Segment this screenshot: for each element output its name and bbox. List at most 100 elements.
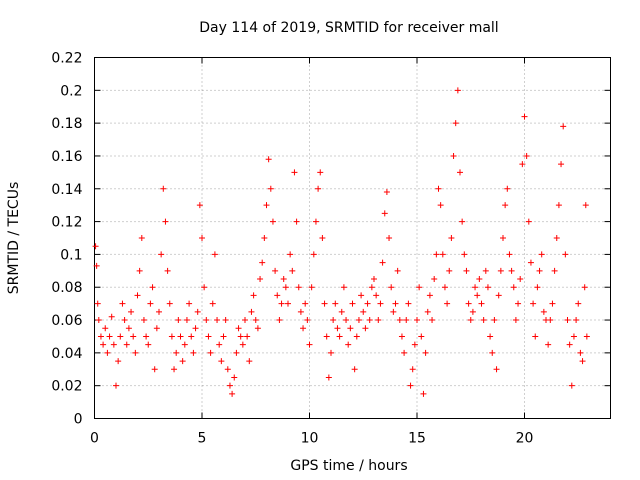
data-point — [388, 284, 395, 291]
data-point — [534, 284, 541, 291]
data-point — [368, 284, 375, 291]
data-point — [259, 259, 266, 266]
data-point — [491, 317, 498, 324]
data-point — [457, 169, 463, 176]
data-point — [558, 161, 565, 168]
data-point — [439, 251, 446, 258]
data-point — [132, 349, 139, 356]
data-point — [366, 317, 373, 324]
data-point — [205, 333, 212, 340]
data-point — [312, 218, 319, 225]
data-point — [315, 185, 322, 192]
data-point — [360, 308, 367, 315]
data-point — [269, 218, 276, 225]
data-point — [97, 333, 104, 340]
data-point — [422, 349, 429, 356]
data-point — [235, 325, 242, 332]
data-point — [94, 300, 101, 307]
data-point — [246, 358, 253, 365]
data-point — [448, 235, 455, 241]
data-point — [115, 358, 122, 365]
data-point — [519, 161, 526, 168]
data-point — [304, 317, 311, 324]
data-point — [102, 325, 109, 332]
data-point — [252, 317, 259, 324]
data-point — [265, 156, 272, 163]
data-point — [392, 300, 399, 307]
data-point — [570, 333, 577, 340]
data-point — [504, 185, 511, 192]
data-point — [297, 308, 304, 315]
data-point — [323, 333, 330, 340]
data-point — [156, 308, 162, 315]
data-point — [199, 235, 205, 241]
data-point — [405, 300, 412, 307]
data-point — [371, 276, 377, 283]
data-point — [203, 317, 210, 324]
data-point — [95, 317, 102, 324]
data-point — [474, 292, 481, 299]
data-point — [117, 333, 124, 340]
data-point — [459, 218, 466, 225]
data-point — [214, 317, 221, 324]
data-point — [239, 341, 246, 348]
data-point — [418, 333, 425, 340]
data-point — [123, 341, 130, 348]
data-point — [364, 300, 371, 307]
data-point — [244, 333, 251, 340]
data-point — [338, 308, 345, 315]
data-point — [334, 325, 341, 332]
gridlines — [94, 57, 611, 419]
data-point — [175, 317, 182, 324]
data-point — [493, 366, 500, 373]
data-point — [160, 185, 167, 192]
data-point — [355, 317, 362, 324]
x-tick-label: 20 — [516, 431, 534, 447]
data-point — [487, 333, 494, 340]
data-point — [287, 251, 294, 258]
y-tick-label: 0.06 — [51, 313, 82, 329]
data-point — [545, 341, 552, 348]
data-point — [386, 235, 393, 241]
data-point — [130, 333, 137, 340]
y-tick-label: 0.14 — [51, 182, 82, 198]
data-point — [390, 308, 397, 315]
data-point — [416, 284, 423, 291]
data-point — [515, 300, 522, 307]
data-point — [517, 276, 524, 283]
data-point — [226, 382, 233, 389]
data-point — [250, 292, 257, 299]
data-point — [555, 202, 562, 209]
data-point — [192, 325, 199, 332]
data-point — [551, 267, 558, 274]
data-point — [257, 276, 264, 283]
data-point — [414, 317, 420, 324]
data-point — [183, 317, 190, 324]
data-point — [224, 366, 231, 373]
data-point — [291, 169, 298, 176]
data-point — [106, 333, 113, 340]
data-point — [340, 284, 347, 291]
data-point — [113, 382, 119, 389]
data-point — [500, 235, 506, 241]
data-point — [164, 267, 171, 274]
data-point — [272, 267, 279, 274]
data-point — [201, 284, 208, 291]
data-point — [149, 284, 156, 291]
data-point — [375, 317, 382, 324]
data-point — [308, 284, 315, 291]
data-point — [276, 317, 283, 324]
data-point — [577, 349, 584, 356]
data-point — [343, 317, 350, 324]
x-tick-label: 15 — [408, 431, 426, 447]
data-point — [495, 292, 502, 299]
data-point — [482, 267, 489, 274]
data-point — [104, 349, 111, 356]
y-tick-label: 0.04 — [51, 346, 82, 362]
data-point — [151, 366, 158, 373]
data-point — [362, 325, 369, 332]
data-point — [401, 349, 408, 356]
data-point — [218, 358, 225, 365]
data-point — [293, 218, 300, 225]
